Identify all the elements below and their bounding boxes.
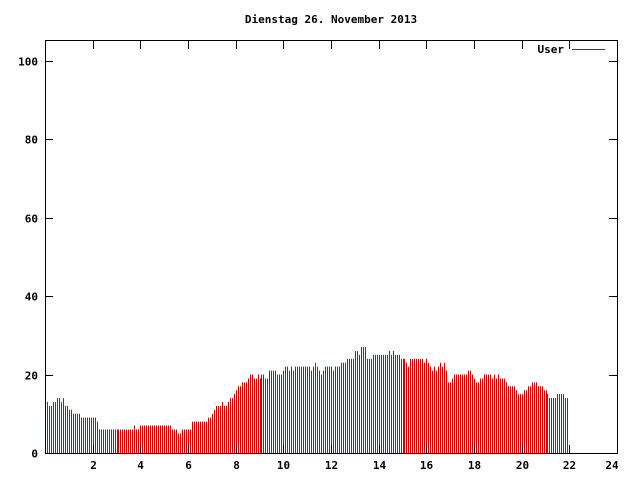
x-tick-label: 24 — [605, 459, 619, 472]
y-tick-label: 20 — [25, 370, 38, 383]
x-tick-label: 6 — [185, 459, 192, 472]
x-tick-label: 8 — [233, 459, 240, 472]
x-tick-label: 22 — [563, 459, 576, 472]
x-tick-label: 4 — [137, 459, 144, 472]
plot-frame — [45, 40, 618, 454]
x-tick-label: 18 — [468, 459, 481, 472]
x-tick-label: 20 — [516, 459, 529, 472]
x-tick-label: 10 — [277, 459, 290, 472]
x-tick-label: 12 — [325, 459, 338, 472]
y-tick-label: 100 — [18, 56, 38, 69]
x-tick-label: 2 — [90, 459, 97, 472]
x-tick-labels: 2 4 6 8 10 12 14 16 18 20 22 24 — [90, 459, 619, 472]
chart-title: Dienstag 26. November 2013 — [245, 13, 417, 26]
y-tick-label: 40 — [25, 291, 38, 304]
bar-series — [45, 347, 568, 453]
axis-ticks — [45, 41, 618, 454]
x-tick-label: 16 — [420, 459, 434, 472]
y-tick-label: 60 — [25, 213, 38, 226]
y-tick-label: 0 — [31, 448, 38, 461]
y-tick-label: 80 — [25, 134, 38, 147]
legend-label: User — [538, 43, 565, 56]
legend: User — [538, 43, 605, 56]
x-tick-label: 14 — [373, 459, 387, 472]
y-tick-labels: 0 20 40 60 80 100 — [18, 56, 38, 461]
